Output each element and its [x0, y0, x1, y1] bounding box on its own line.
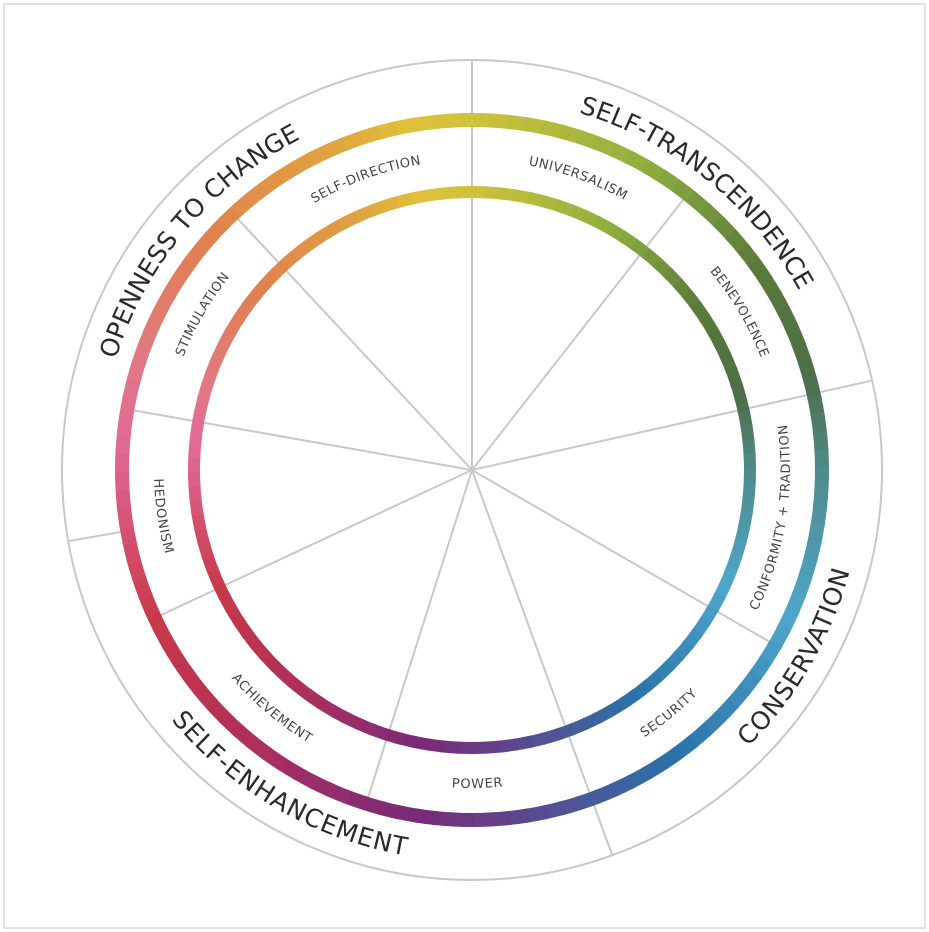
divider — [158, 469, 473, 617]
label-text: POWER — [451, 775, 503, 792]
divider — [235, 217, 473, 471]
curved-label: POWER — [451, 775, 503, 792]
divider — [366, 469, 473, 800]
divider — [471, 197, 686, 471]
frame — [3, 3, 926, 929]
divider — [68, 530, 123, 543]
divider — [471, 379, 873, 471]
divider — [471, 469, 614, 856]
divider — [132, 409, 473, 471]
divider — [471, 469, 772, 644]
color-ring — [450, 113, 475, 128]
